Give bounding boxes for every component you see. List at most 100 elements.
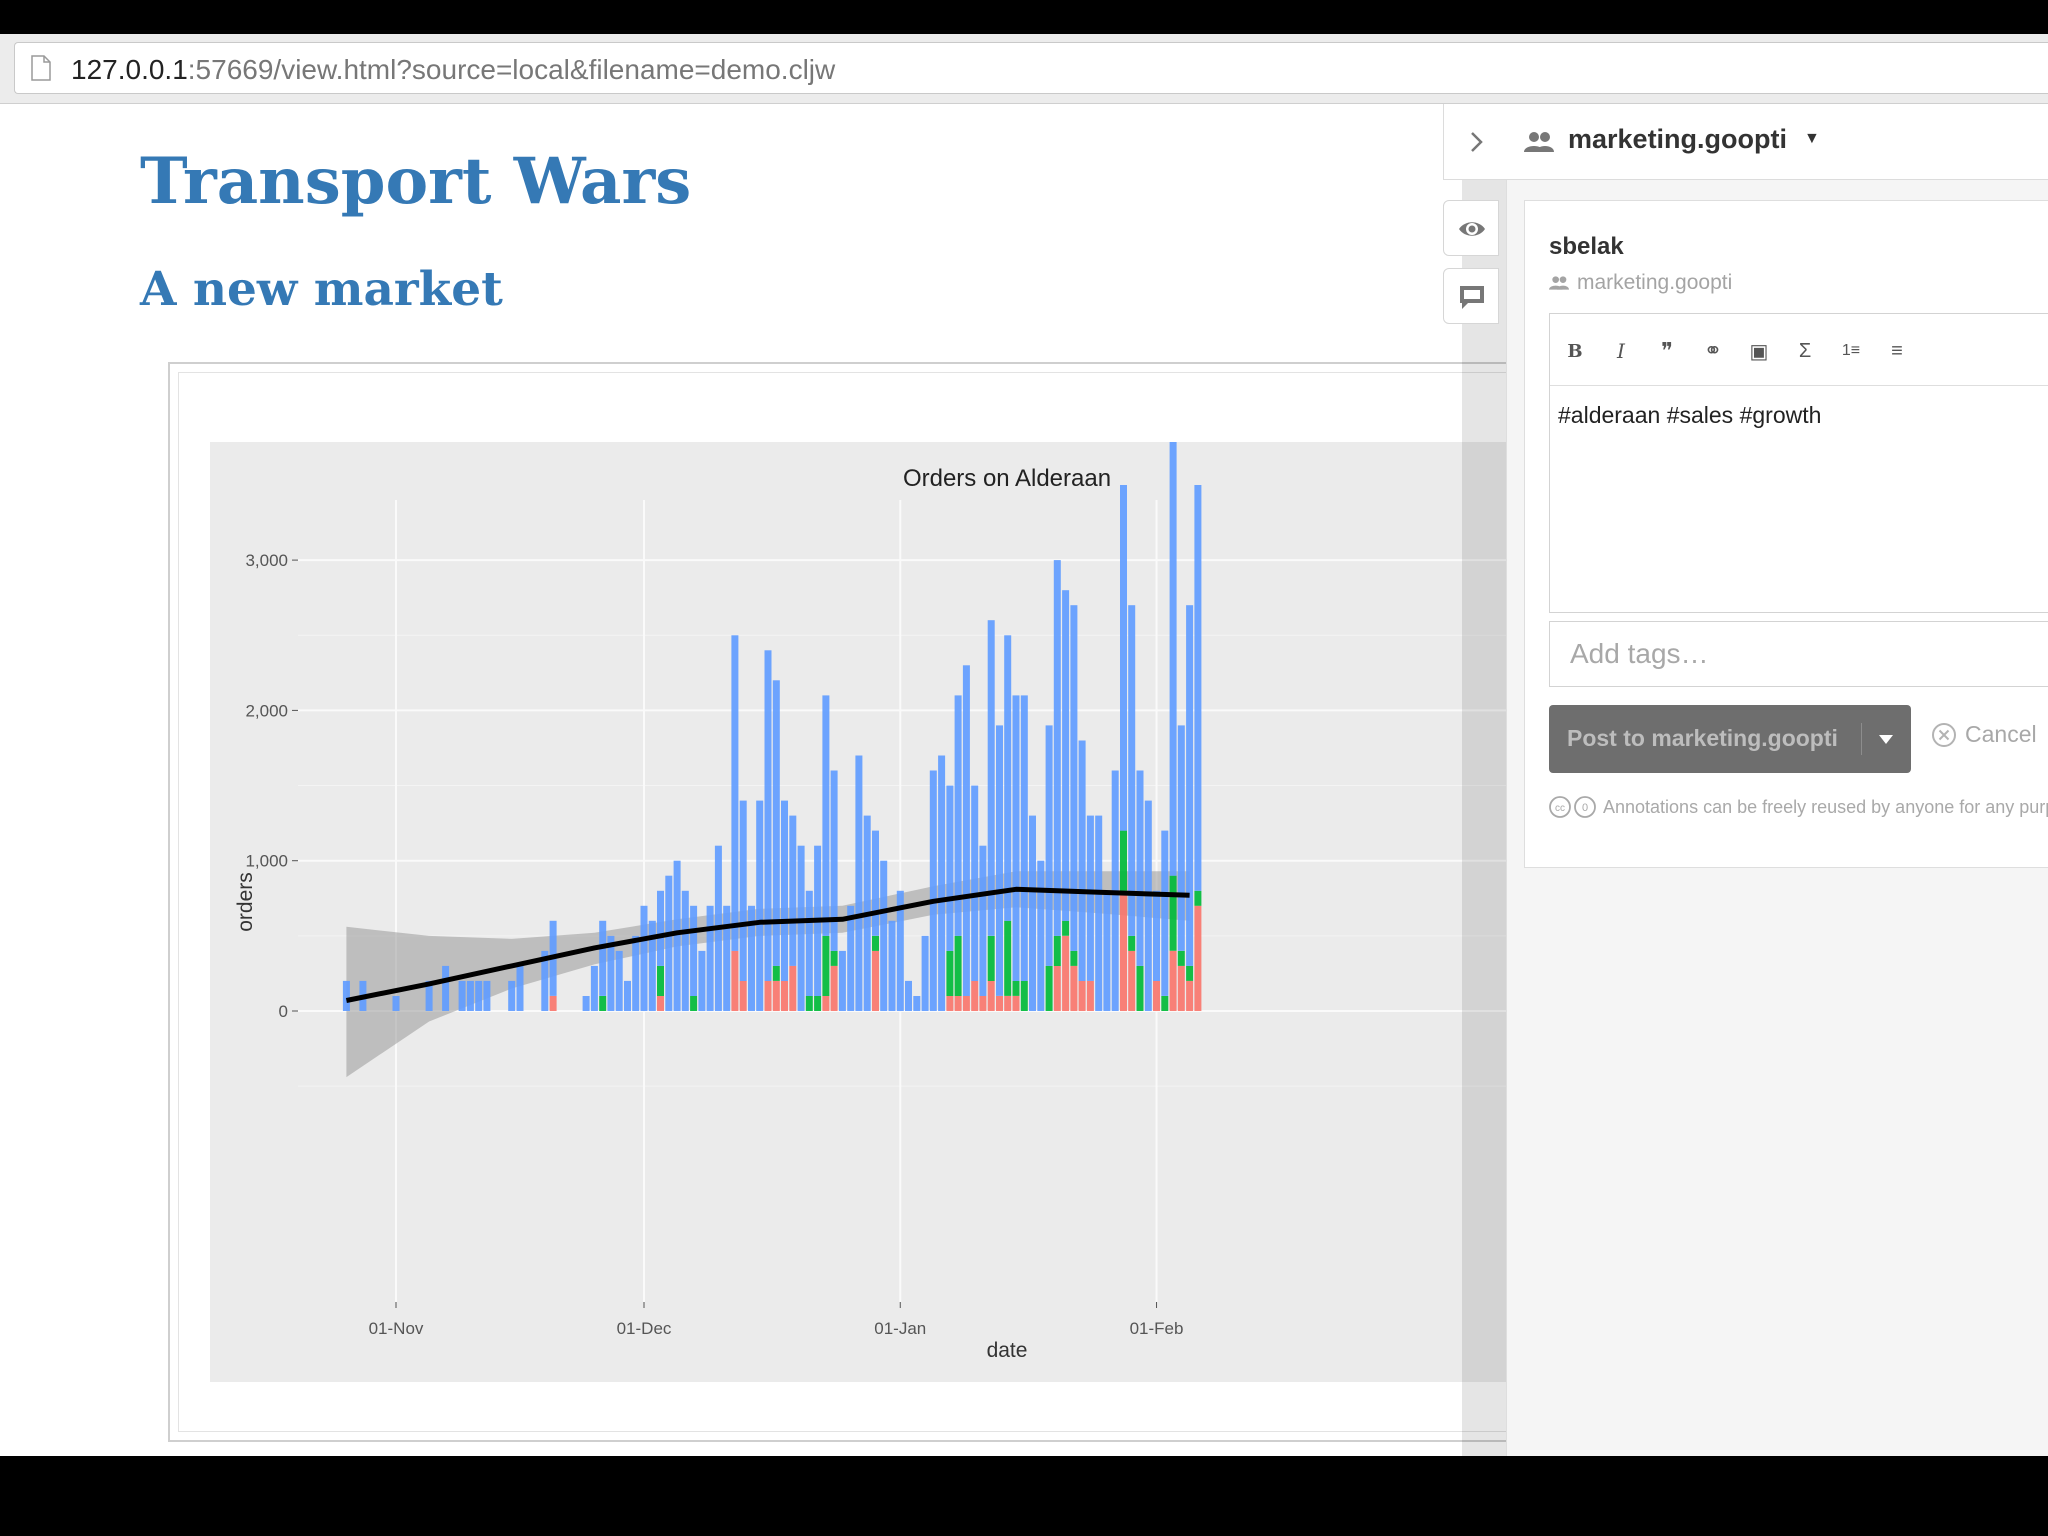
bar-segment-red: [1004, 996, 1012, 1011]
math-button[interactable]: Σ: [1798, 339, 1812, 362]
bar-segment-blue: [1177, 725, 1185, 951]
bar-segment-red: [954, 996, 962, 1011]
bar-segment-blue: [913, 996, 921, 1011]
bar-segment-blue: [1070, 605, 1078, 951]
bar-segment-blue: [458, 980, 466, 1011]
bar-segment-blue: [1120, 485, 1127, 831]
cancel-label: Cancel: [1965, 721, 2037, 747]
bar-segment-blue: [888, 920, 896, 1011]
quote-button[interactable]: ❞: [1661, 338, 1673, 363]
url-field[interactable]: 127.0.0.1:57669/view.html?source=local&f…: [14, 42, 2048, 94]
license-text: Annotations can be freely reused by anyo…: [1603, 797, 2048, 817]
bar-segment-blue: [342, 980, 350, 1011]
bar-segment-blue: [838, 950, 846, 1011]
bar-segment-blue: [1153, 890, 1160, 981]
group-icon: [1524, 132, 1554, 152]
bar-segment-blue: [1186, 605, 1194, 966]
bar-segment-red: [1086, 980, 1094, 1011]
caret-down-icon[interactable]: [1871, 725, 1901, 753]
link-button[interactable]: ⚭: [1703, 338, 1723, 363]
bar-segment-blue: [508, 980, 516, 1011]
bar-segment-blue: [946, 785, 954, 951]
bar-segment-blue: [599, 920, 607, 996]
bar-segment-blue: [607, 935, 615, 1011]
chevron-right-icon[interactable]: [1466, 128, 1488, 156]
editor-toolbar: B I ❞ ⚭ ▣ Σ 1≡ ≡: [1550, 314, 2048, 386]
bold-button[interactable]: B: [1567, 340, 1583, 362]
annotation-card: sbelak marketing.goopti B I ❞ ⚭ ▣ Σ 1≡ ≡…: [1524, 200, 2048, 868]
show-annotations-button[interactable]: [1443, 200, 1499, 256]
bar-segment-red: [1070, 965, 1078, 1011]
x-tick-label: 01-Jan: [874, 1319, 926, 1338]
bar-segment-blue: [855, 755, 863, 1011]
bar-segment-blue: [764, 650, 772, 981]
page-content: Transport Wars A new market 0 1,000 2,000 3…: [0, 104, 2048, 1456]
bar-segment-green: [1012, 980, 1020, 996]
bar-segment-green: [1128, 935, 1136, 951]
orders-chart: 0 1,000 2,000 3,000 01-Nov 01-Dec 01-Jan 01-Feb…: [210, 442, 1570, 1382]
numbered-list-button[interactable]: 1≡: [1841, 342, 1861, 359]
bar-segment-green: [1169, 875, 1177, 951]
bar-segment-blue: [954, 695, 962, 936]
bar-segment-red: [781, 980, 788, 1011]
bar-segment-blue: [698, 950, 706, 1011]
x-tick-label: 01-Feb: [1130, 1319, 1184, 1338]
post-button[interactable]: Post to marketing.goopti: [1549, 705, 1911, 773]
caret-down-icon[interactable]: ▼: [1804, 130, 1820, 147]
annotation-group: marketing.goopti: [1549, 271, 1732, 295]
bar-segment-red: [996, 996, 1003, 1011]
bullet-list-button[interactable]: ≡: [1891, 339, 1903, 362]
tags-input[interactable]: [1549, 621, 2048, 687]
bar-segment-blue: [723, 905, 731, 1011]
bar-segment-blue: [582, 996, 590, 1011]
bar-segment-blue: [681, 890, 689, 1011]
bar-segment-green: [1070, 950, 1078, 966]
bar-segment-blue: [632, 935, 640, 1011]
svg-text:0: 0: [1582, 802, 1588, 814]
bar-segment-blue: [690, 905, 698, 996]
bar-segment-red: [822, 996, 830, 1011]
x-tick-label: 01-Dec: [617, 1319, 672, 1338]
y-tick-label: 0: [279, 1002, 288, 1021]
bar-segment-red: [1053, 965, 1061, 1011]
bar-segment-green: [987, 935, 995, 981]
bar-segment-blue: [830, 770, 838, 951]
annotation-text-area[interactable]: #alderaan #sales #growth: [1558, 402, 1822, 428]
bar-segment-blue: [483, 980, 491, 1011]
bar-segment-blue: [590, 965, 598, 1011]
annotation-user[interactable]: sbelak: [1549, 233, 1624, 260]
document-subtitle: A new market: [140, 262, 503, 317]
browser-top-bar: [0, 0, 2048, 34]
post-button-divider: [1861, 723, 1862, 755]
bar-segment-red: [549, 996, 557, 1011]
image-button[interactable]: ▣: [1749, 340, 1769, 363]
bar-segment-red: [1186, 980, 1194, 1011]
bar-segment-green: [1120, 830, 1127, 891]
bar-segment-blue: [1037, 860, 1045, 1011]
italic-button[interactable]: I: [1617, 339, 1625, 363]
bar-segment-blue: [665, 875, 673, 1011]
group-selector[interactable]: marketing.goopti: [1568, 124, 1788, 154]
bar-segment-blue: [466, 980, 474, 1011]
bar-segment-blue: [805, 890, 813, 996]
bar-segment-red: [971, 980, 979, 1011]
bar-segment-blue: [425, 980, 433, 1011]
bar-segment-blue: [648, 920, 656, 1011]
chart-title: Orders on Alderaan: [903, 465, 1111, 492]
bar-segment-red: [657, 996, 664, 1011]
bar-segment-green: [1161, 996, 1169, 1011]
annotation-group-name: marketing.goopti: [1577, 271, 1733, 294]
show-comments-button[interactable]: [1443, 268, 1499, 324]
cancel-button[interactable]: Cancel: [1931, 721, 2037, 748]
bar-segment-red: [772, 980, 780, 1011]
bar-segment-blue: [624, 980, 631, 1011]
y-tick-label: 2,000: [245, 701, 288, 720]
annotation-editor: B I ❞ ⚭ ▣ Σ 1≡ ≡ #alderaan #sales #growt…: [1549, 313, 2048, 613]
bar-segment-blue: [1136, 770, 1144, 966]
bar-segment-blue: [781, 800, 788, 981]
bar-segment-blue: [640, 905, 648, 1011]
bar-segment-green: [830, 950, 838, 966]
post-button-label: Post to marketing.goopti: [1567, 725, 1838, 751]
bar-segment-red: [764, 980, 772, 1011]
bar-segment-green: [1136, 965, 1144, 1011]
